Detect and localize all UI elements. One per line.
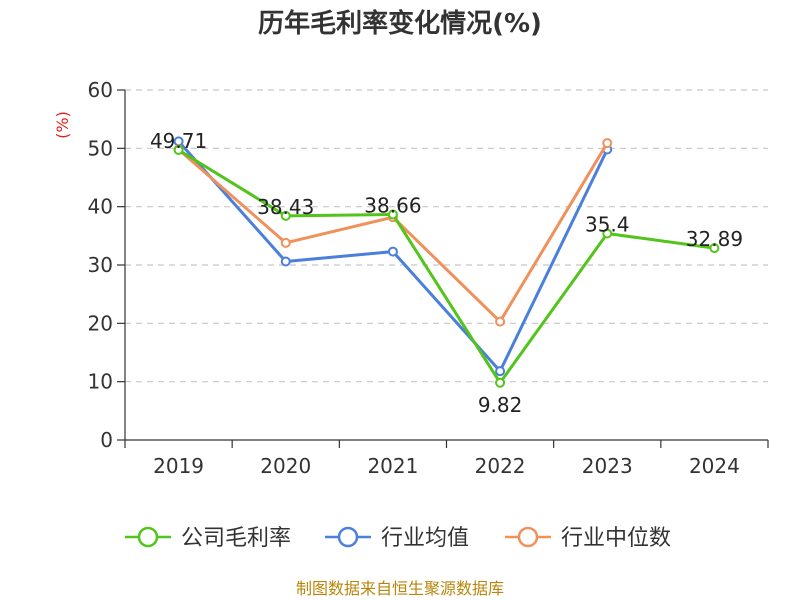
legend-label-2: 行业中位数 <box>561 526 671 551</box>
y-tick-label-40: 40 <box>88 195 113 219</box>
y-tick-label-0: 0 <box>100 428 113 452</box>
data-label-2019: 49.71 <box>150 129 207 153</box>
series-0-point-4 <box>602 228 613 239</box>
legend-label-0: 公司毛利率 <box>181 526 291 551</box>
data-label-2021: 38.66 <box>364 193 421 217</box>
series-1-point-2 <box>387 246 398 257</box>
series-1-point-1 <box>280 256 291 267</box>
data-label-2020: 38.43 <box>257 195 314 219</box>
y-tick-label-20: 20 <box>88 311 113 335</box>
series-0-point-2 <box>387 209 398 220</box>
x-tick-label-2023: 2023 <box>582 454 633 478</box>
legend-label-1: 行业均值 <box>381 526 469 551</box>
series-line-0 <box>177 148 715 385</box>
y-tick-label-60: 60 <box>88 78 113 102</box>
x-tick-label-2020: 2020 <box>260 454 311 478</box>
series-2-point-4 <box>602 138 613 149</box>
legend-marker-0 <box>137 526 159 548</box>
x-tick-label-2024: 2024 <box>689 454 740 478</box>
source-note: 制图数据来自恒生聚源数据库 <box>296 579 504 598</box>
grid-lines <box>125 89 768 383</box>
x-tick-label-2019: 2019 <box>153 454 204 478</box>
legend: 公司毛利率 行业均值 行业中位数 <box>125 526 671 551</box>
data-label-2024: 32.89 <box>686 227 743 251</box>
chart-title: 历年毛利率变化情况(%) <box>258 8 542 39</box>
data-label-2022: 9.82 <box>478 393 523 417</box>
series-0-point-5 <box>709 243 720 254</box>
x-tick-label-2022: 2022 <box>475 454 526 478</box>
y-tick-label-10: 10 <box>88 370 113 394</box>
series-2-point-1 <box>280 237 291 248</box>
y-tick-label-30: 30 <box>88 253 113 277</box>
series-line-2 <box>177 142 609 324</box>
series-0-point-1 <box>280 210 291 221</box>
series-2-point-3 <box>495 316 506 327</box>
y-tick-label-50: 50 <box>88 136 113 160</box>
series-1-point-3 <box>495 366 506 377</box>
series-0-point-3 <box>495 377 506 388</box>
data-labels: 49.71 38.43 38.66 9.82 35.4 32.89 <box>150 129 743 417</box>
series-group <box>173 136 720 388</box>
legend-marker-1 <box>337 526 359 548</box>
series-0-point-0 <box>173 145 184 156</box>
legend-marker-2 <box>517 526 539 548</box>
x-tick-label-2021: 2021 <box>367 454 418 478</box>
axes: 0 10 20 30 40 50 60 2019 2020 2021 2022 2023 2024 <box>88 78 769 478</box>
data-label-2023: 35.4 <box>585 213 630 237</box>
y-axis-label: (%) <box>53 111 72 139</box>
